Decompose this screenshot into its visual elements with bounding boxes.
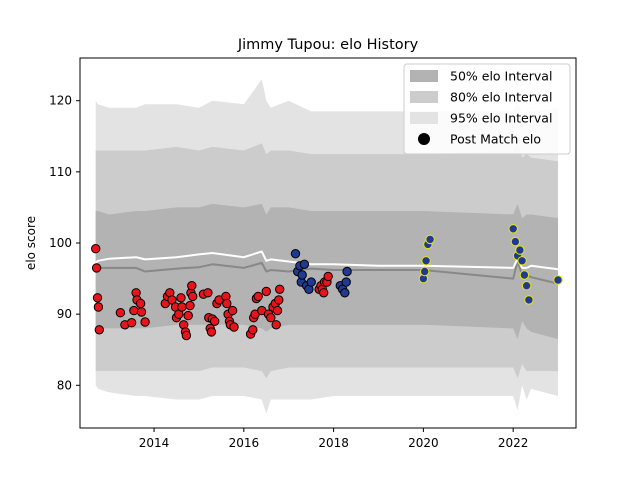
data-point-yellow xyxy=(425,234,435,245)
data-point-yellow xyxy=(515,245,525,255)
data-point-blue xyxy=(341,277,351,287)
y-tick-label: 80 xyxy=(57,378,72,392)
data-point-red xyxy=(115,308,126,318)
legend-swatch xyxy=(410,112,438,124)
data-point-red xyxy=(210,316,220,326)
legend-label: 95% elo Interval xyxy=(450,111,552,126)
legend-label: 50% elo Interval xyxy=(450,69,552,84)
data-point-yellow xyxy=(521,281,532,291)
legend-swatch xyxy=(410,70,438,82)
x-tick-label: 2016 xyxy=(229,436,260,450)
data-point-blue xyxy=(306,277,316,287)
x-tick-label: 2022 xyxy=(498,436,529,450)
data-point-red xyxy=(206,327,217,337)
data-point-red xyxy=(94,325,105,335)
data-point-red xyxy=(126,318,137,328)
data-point-red xyxy=(261,286,271,297)
y-axis-label: elo score xyxy=(24,216,38,270)
data-point-red xyxy=(323,271,333,282)
data-point-red xyxy=(222,298,232,309)
y-tick-label: 110 xyxy=(49,165,72,179)
legend-box xyxy=(403,63,571,155)
data-point-blue xyxy=(342,266,352,277)
legend-swatch xyxy=(410,91,438,103)
data-point-red xyxy=(248,325,258,335)
data-point-yellow xyxy=(553,275,563,285)
data-point-red xyxy=(319,288,329,298)
data-point-red xyxy=(275,284,285,294)
data-point-red xyxy=(183,310,193,321)
data-point-yellow xyxy=(524,295,534,305)
data-point-red xyxy=(271,320,281,330)
data-point-blue xyxy=(297,270,307,280)
mean-elo-line xyxy=(95,259,559,285)
legend-label: 80% elo Interval xyxy=(450,90,552,105)
data-point-red xyxy=(91,263,102,273)
data-point-red xyxy=(188,291,198,302)
data-point-red xyxy=(92,293,103,303)
data-point-red xyxy=(93,302,104,312)
data-point-yellow xyxy=(517,256,527,266)
data-point-red xyxy=(203,288,213,298)
data-point-blue xyxy=(290,249,301,259)
data-point-red xyxy=(181,330,192,341)
data-point-yellow xyxy=(421,256,431,266)
data-point-blue xyxy=(340,288,350,298)
data-point-yellow xyxy=(510,236,521,247)
data-point-red xyxy=(266,313,276,323)
chart-title: Jimmy Tupou: elo History xyxy=(237,37,419,53)
data-point-red xyxy=(177,302,187,312)
data-point-red xyxy=(136,307,147,317)
data-point-red xyxy=(229,322,239,332)
data-point-red xyxy=(274,295,284,305)
x-tick-label: 2014 xyxy=(139,436,170,450)
data-point-red xyxy=(253,291,263,302)
y-tick-label: 120 xyxy=(49,94,72,108)
data-point-red xyxy=(272,305,283,316)
data-point-red xyxy=(187,281,197,291)
y-tick-label: 90 xyxy=(57,307,72,321)
legend-label: Post Match elo xyxy=(450,132,541,147)
data-point-yellow xyxy=(519,270,530,280)
data-point-red xyxy=(176,293,186,303)
x-tick-label: 2020 xyxy=(408,436,439,450)
data-point-red xyxy=(140,317,150,327)
x-tick-label: 2018 xyxy=(318,436,349,450)
y-tick-label: 100 xyxy=(49,236,72,250)
data-point-red xyxy=(129,305,139,316)
legend: 50% elo Interval 80% elo Interval 95% elo … xyxy=(403,63,571,155)
data-point-yellow xyxy=(508,224,518,234)
data-point-red xyxy=(227,305,238,316)
data-point-yellow xyxy=(420,266,430,277)
band-50-interval xyxy=(95,203,558,340)
data-point-red xyxy=(135,298,146,309)
legend-marker xyxy=(418,133,430,145)
data-point-blue xyxy=(299,259,310,269)
data-point-red xyxy=(91,244,101,254)
data-point-red xyxy=(185,300,195,311)
